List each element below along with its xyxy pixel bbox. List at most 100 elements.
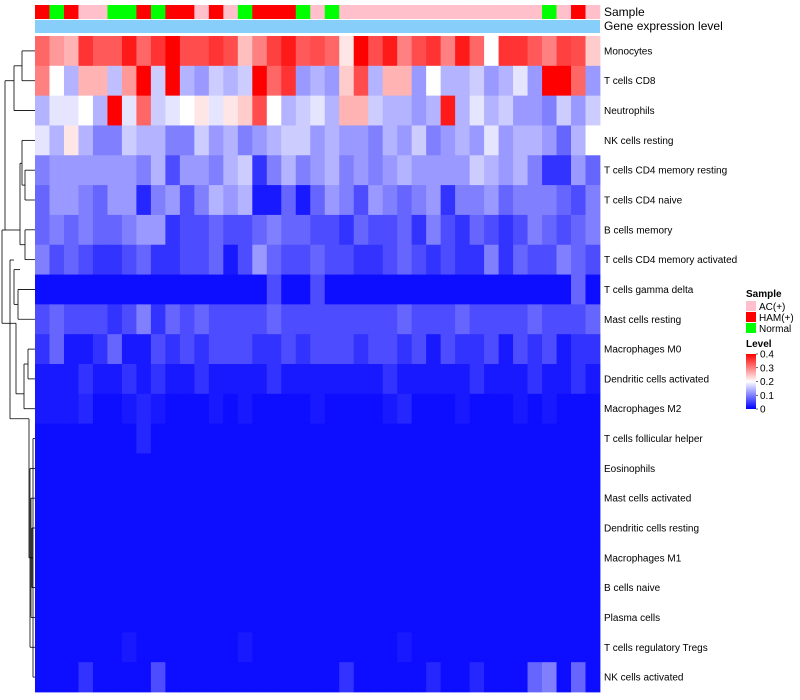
heatmap-cell xyxy=(266,155,282,186)
heatmap-cell xyxy=(35,125,50,156)
heatmap-cell xyxy=(208,65,224,97)
heatmap-cell xyxy=(63,632,79,663)
heatmap-cell xyxy=(107,244,123,275)
heatmap-cell xyxy=(571,155,586,186)
heatmap-cell xyxy=(295,244,311,275)
heatmap-cell xyxy=(498,304,514,335)
heatmap-cell xyxy=(440,95,456,126)
heatmap-cell xyxy=(527,602,543,633)
heatmap-cell xyxy=(382,65,398,97)
heatmap-cell xyxy=(92,453,108,484)
heatmap-cell xyxy=(295,662,311,693)
heatmap-cell xyxy=(237,274,253,305)
heatmap-cell xyxy=(484,572,499,603)
sample-legend-swatch xyxy=(746,312,756,322)
heatmap-cell xyxy=(542,632,557,663)
heatmap-cell xyxy=(411,393,427,425)
heatmap-cell xyxy=(237,393,253,425)
heatmap-cell xyxy=(498,155,514,186)
heatmap-cell xyxy=(266,125,282,156)
heatmap-cell xyxy=(35,632,50,663)
heatmap-cell xyxy=(339,483,355,514)
heatmap-cell xyxy=(310,572,326,603)
heatmap-cell xyxy=(368,393,384,425)
heatmap-cell xyxy=(556,513,572,544)
heatmap-cell xyxy=(455,364,471,395)
heatmap-cell xyxy=(150,214,166,246)
heatmap-cell xyxy=(63,36,79,67)
heatmap-cell xyxy=(353,95,369,126)
heatmap-cell xyxy=(527,334,543,365)
heatmap-cell xyxy=(368,453,384,484)
heatmap-cell xyxy=(63,572,79,603)
heatmap-cell xyxy=(92,155,108,186)
heatmap-cell xyxy=(78,125,94,156)
heatmap-cell xyxy=(339,65,355,97)
heatmap-cell xyxy=(353,65,369,97)
heatmap-cell xyxy=(542,155,557,186)
heatmap-cell xyxy=(498,274,514,305)
heatmap-cell xyxy=(35,513,50,544)
heatmap-cell xyxy=(527,483,543,514)
heatmap-cell xyxy=(121,95,137,126)
sample-legend: Sample AC(+)HAM(+)Normal xyxy=(746,289,794,335)
heatmap-cell xyxy=(382,572,398,603)
heatmap-cell xyxy=(136,36,152,67)
heatmap-cell xyxy=(397,632,413,663)
heatmap-cell xyxy=(513,393,528,425)
row-label: B cells naive xyxy=(604,583,661,594)
sample-annotation-cell xyxy=(397,5,412,19)
heatmap-cell xyxy=(252,125,268,156)
heatmap-cell xyxy=(208,274,224,305)
heatmap-cell xyxy=(513,542,528,574)
heatmap-cell xyxy=(484,364,499,395)
heatmap-cell xyxy=(136,602,152,633)
heatmap-cell xyxy=(455,632,471,663)
heatmap-cell xyxy=(498,185,514,216)
heatmap-cell xyxy=(35,65,50,97)
heatmap-cell xyxy=(484,542,499,574)
heatmap-cell xyxy=(556,36,572,67)
row-label: T cells CD4 naive xyxy=(604,196,683,207)
heatmap-cell xyxy=(35,572,50,603)
heatmap-cell xyxy=(208,244,224,275)
heatmap-cell xyxy=(208,185,224,216)
heatmap-cell xyxy=(585,393,601,425)
heatmap-cell xyxy=(339,602,355,633)
heatmap-cell xyxy=(266,95,282,126)
heatmap-cell xyxy=(223,542,239,574)
heatmap-cell xyxy=(469,602,485,633)
sample-annotation-cell xyxy=(78,5,94,19)
heatmap-cell xyxy=(426,423,442,454)
heatmap-cell xyxy=(136,214,152,246)
heatmap-cell xyxy=(35,304,50,335)
heatmap-cell xyxy=(237,483,253,514)
heatmap-cell xyxy=(339,542,355,574)
heatmap-cell xyxy=(237,125,253,156)
heatmap-cell xyxy=(237,662,253,693)
heatmap-cell xyxy=(310,125,326,156)
heatmap-cell xyxy=(542,602,557,633)
heatmap-cell xyxy=(513,185,528,216)
heatmap-cell xyxy=(107,155,123,186)
heatmap-cell xyxy=(252,423,268,454)
heatmap-cell xyxy=(295,214,311,246)
heatmap-cell xyxy=(78,155,94,186)
heatmap-cell xyxy=(223,65,239,97)
heatmap-cell xyxy=(281,125,297,156)
heatmap-cell xyxy=(426,95,442,126)
heatmap-cell xyxy=(513,364,528,395)
heatmap-cell xyxy=(397,214,413,246)
heatmap-cell xyxy=(295,155,311,186)
heatmap-cell xyxy=(556,483,572,514)
heatmap-cell xyxy=(426,542,442,574)
heatmap-cell xyxy=(281,155,297,186)
heatmap-cell xyxy=(585,274,601,305)
heatmap-cell xyxy=(368,155,384,186)
heatmap-cell xyxy=(513,125,528,156)
heatmap-cell xyxy=(542,274,557,305)
heatmap-cell xyxy=(426,244,442,275)
heatmap-cell xyxy=(35,334,50,365)
heatmap-cell xyxy=(194,304,210,335)
heatmap-cell xyxy=(513,36,528,67)
